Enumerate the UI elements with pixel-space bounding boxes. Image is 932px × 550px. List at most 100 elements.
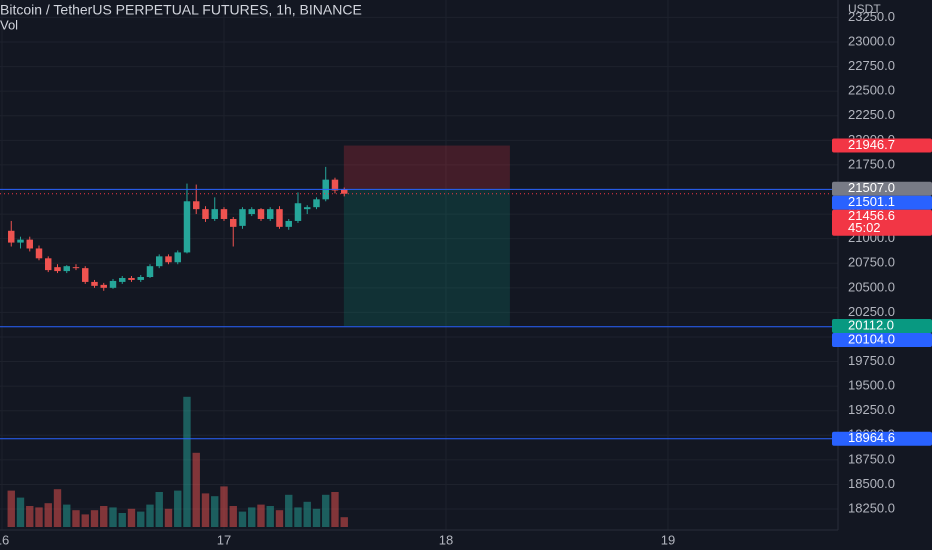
- volume-bar: [35, 507, 43, 527]
- volume-bar: [201, 493, 210, 527]
- countdown-label: 45:02: [848, 220, 881, 235]
- volume-bar: [340, 517, 348, 527]
- x-tick-label: 18: [439, 532, 453, 547]
- candle-body: [257, 209, 265, 219]
- volume-bar: [312, 508, 321, 527]
- volume-bar: [100, 506, 108, 527]
- candle-body: [119, 277, 126, 282]
- indicator-label: Vol: [0, 17, 18, 32]
- volume-bar: [16, 497, 25, 527]
- candle-body: [285, 220, 292, 227]
- volume-bar: [90, 510, 99, 527]
- candle-body: [220, 209, 228, 219]
- candle-body: [211, 209, 218, 219]
- volume-bar: [331, 492, 339, 527]
- candle-body: [174, 252, 181, 263]
- price-label: 20112.0: [848, 317, 894, 332]
- y-tick-label: 19750.0: [848, 353, 895, 368]
- volume-bar: [303, 501, 311, 527]
- candle-body: [266, 209, 274, 219]
- y-tick-label: 19500.0: [848, 378, 895, 393]
- price-label-box: [832, 318, 932, 333]
- price-label: 21946.7: [848, 137, 895, 152]
- price-label-box: [832, 332, 932, 347]
- volume-bar: [322, 494, 330, 527]
- candle-body: [341, 189, 348, 194]
- volume-bar: [7, 490, 15, 527]
- volume-bar: [81, 514, 89, 527]
- y-tick-label: 20500.0: [848, 279, 895, 294]
- volume-bar: [192, 452, 200, 527]
- y-tick-label: 23000.0: [848, 33, 895, 48]
- volume-bar: [266, 506, 274, 527]
- candle-body: [8, 230, 15, 243]
- price-unit: USDT: [848, 2, 881, 16]
- candle-body: [35, 248, 43, 259]
- candle-body: [63, 266, 70, 272]
- volume-bar: [257, 504, 265, 527]
- y-tick-label: 20750.0: [848, 255, 895, 270]
- position-loss-zone: [343, 145, 510, 189]
- volume-bar: [220, 486, 228, 527]
- volume-bar: [72, 510, 80, 527]
- volume-bar: [183, 396, 191, 527]
- volume-bar: [211, 496, 219, 527]
- candle-body: [155, 256, 163, 267]
- volume-bar: [127, 508, 136, 527]
- candle-body: [26, 239, 33, 249]
- candle-body: [146, 266, 154, 277]
- y-tick-label: 18250.0: [848, 500, 895, 515]
- candle-body: [128, 277, 135, 280]
- volume-bar: [44, 503, 52, 527]
- volume-bar: [109, 507, 117, 527]
- volume-bar: [146, 504, 154, 527]
- candle-body: [54, 267, 61, 272]
- candle-body: [109, 280, 117, 288]
- price-label-box: [832, 209, 932, 236]
- candle-body: [165, 256, 172, 263]
- x-tick-label: 19: [661, 532, 675, 547]
- candle-body: [45, 258, 52, 271]
- candle-body: [239, 209, 246, 226]
- y-tick-label: 22750.0: [848, 58, 895, 73]
- y-tick-label: 18750.0: [848, 451, 895, 466]
- y-tick-label: 19250.0: [848, 402, 895, 417]
- volume-bar: [137, 511, 145, 527]
- position-profit-zone: [343, 188, 510, 326]
- price-label-box: [832, 138, 932, 153]
- price-label: 21501.1: [848, 194, 895, 209]
- volume-bar: [248, 507, 256, 527]
- y-tick-label: 23250.0: [848, 9, 895, 24]
- candle-body: [303, 207, 311, 210]
- volume-bar: [53, 489, 62, 527]
- volume-bar: [155, 492, 163, 527]
- candle-body: [82, 268, 89, 282]
- y-tick-label: 21750.0: [848, 156, 895, 171]
- candle-body: [331, 179, 339, 191]
- price-label: 20104.0: [848, 331, 895, 346]
- price-label-box: [832, 195, 932, 210]
- x-tick-label: 16: [0, 532, 9, 547]
- volume-bar: [229, 506, 237, 527]
- price-label-box: [832, 181, 932, 196]
- candle-body: [137, 276, 144, 280]
- y-tick-label: 22500.0: [848, 83, 895, 98]
- candle-body: [17, 239, 24, 243]
- candle-body: [91, 281, 98, 286]
- candle-body: [294, 203, 302, 221]
- candle-body: [183, 201, 191, 253]
- volume-bar: [164, 508, 173, 527]
- chart-title: Bitcoin / TetherUS PERPETUAL FUTURES, 1h…: [0, 2, 362, 18]
- volume-bar: [238, 511, 247, 527]
- candle-body: [202, 209, 209, 219]
- x-tick-label: 17: [217, 532, 231, 547]
- volume-bar: [118, 513, 126, 527]
- price-label-box: [832, 431, 932, 446]
- volume-bar: [174, 490, 182, 527]
- candle-body: [248, 209, 255, 215]
- y-tick-label: 22250.0: [848, 107, 895, 122]
- candle-body: [313, 199, 320, 208]
- price-label: 18964.6: [848, 430, 895, 445]
